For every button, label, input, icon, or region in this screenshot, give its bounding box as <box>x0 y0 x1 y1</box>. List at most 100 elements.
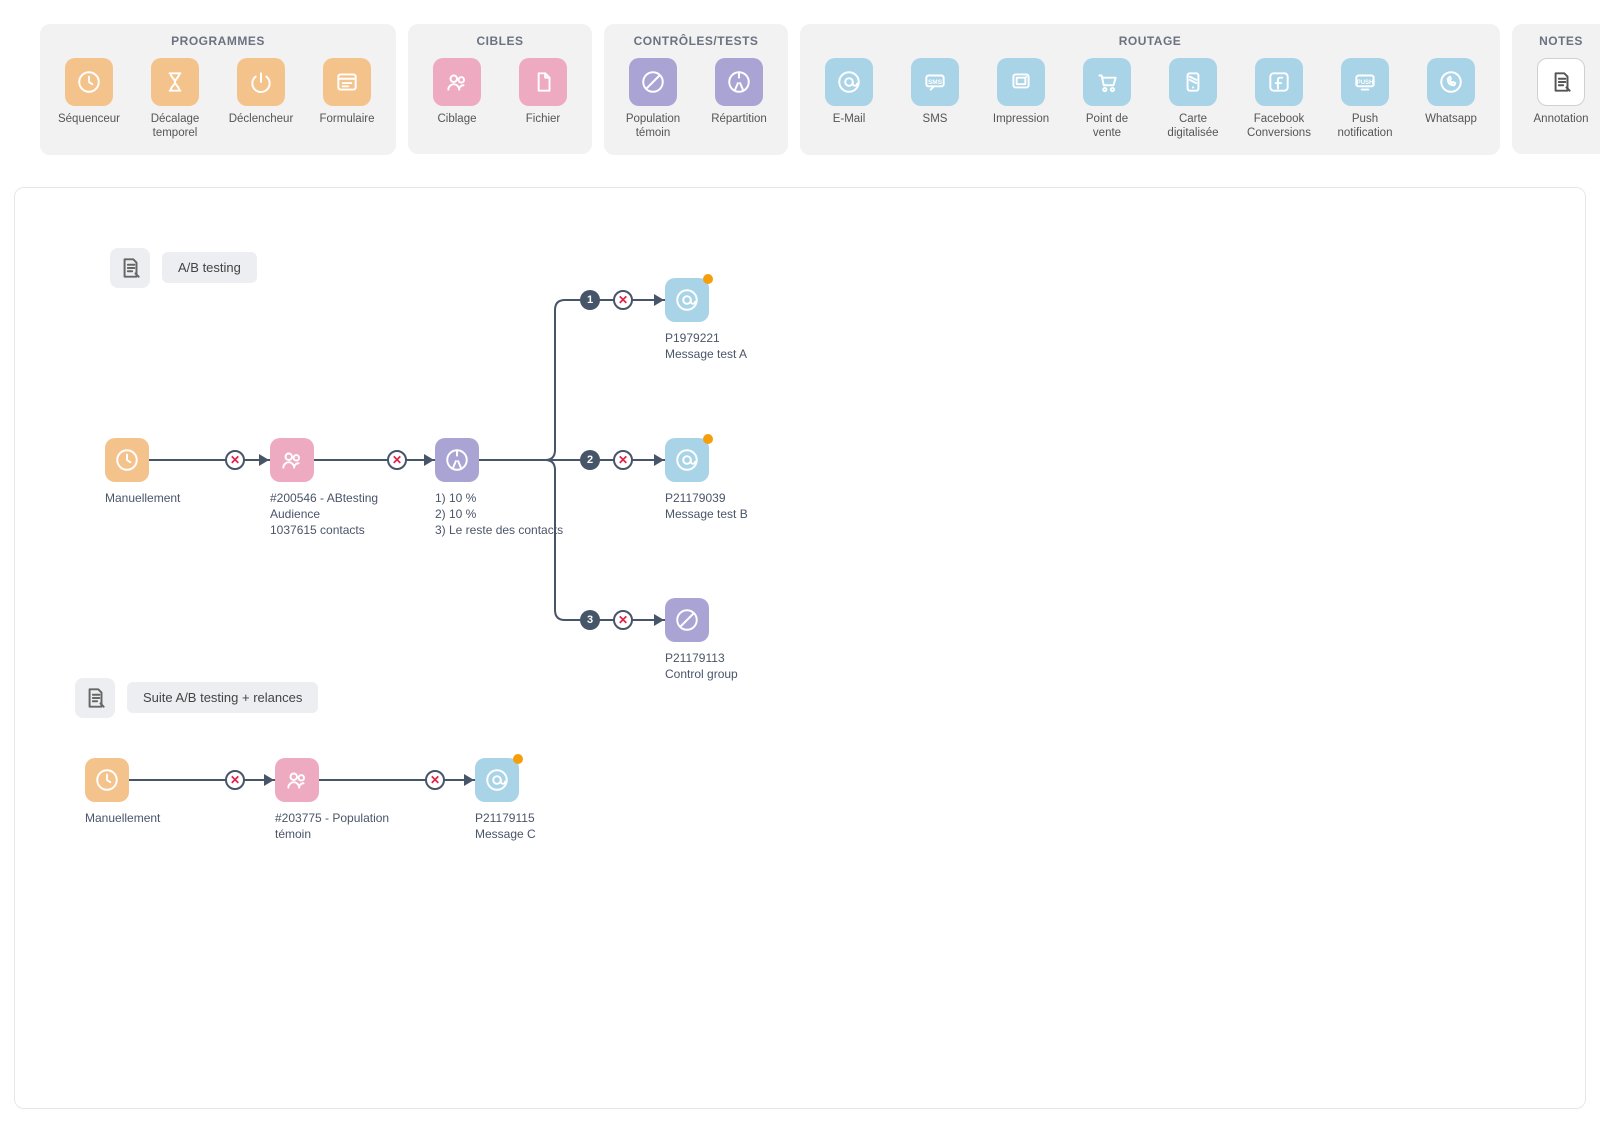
tool-label: Whatsapp <box>1425 112 1477 140</box>
tool-trigger[interactable]: Déclencheur <box>226 58 296 141</box>
note-icon <box>75 678 115 718</box>
noentry-icon <box>665 598 709 642</box>
tool-label: Carte digitalisée <box>1158 112 1228 141</box>
node-n_split[interactable]: 1) 10 %2) 10 %3) Le reste des contacts <box>435 438 563 539</box>
arrow-head-icon <box>264 774 274 786</box>
node-label: P21179115Message C <box>475 810 536 842</box>
note-icon <box>1537 58 1585 106</box>
tool-label: Séquenceur <box>58 112 120 140</box>
tool-email[interactable]: E-Mail <box>814 58 884 141</box>
tool-group-title: NOTES <box>1539 34 1583 48</box>
tool-annotation[interactable]: Annotation <box>1526 58 1596 140</box>
hourglass-icon <box>151 58 199 106</box>
tool-group: NOTES Annotation <box>1512 24 1600 154</box>
tool-label: Répartition <box>711 112 767 140</box>
tool-group: PROGRAMMESSéquenceurDécalage temporelDéc… <box>40 24 396 155</box>
tool-delay[interactable]: Décalage temporel <box>140 58 210 141</box>
arrow-head-icon <box>654 614 664 626</box>
clock-icon <box>65 58 113 106</box>
tool-group-title: ROUTAGE <box>1119 34 1182 48</box>
alert-dot-icon <box>513 754 523 764</box>
tool-group-title: CIBLES <box>476 34 523 48</box>
tool-label: Formulaire <box>320 112 375 140</box>
tool-print[interactable]: Impression <box>986 58 1056 141</box>
delete-edge-button[interactable]: ✕ <box>613 450 633 470</box>
tool-split[interactable]: Répartition <box>704 58 774 141</box>
wallet-icon <box>1169 58 1217 106</box>
node-n_msgB[interactable]: P21179039Message test B <box>665 438 748 522</box>
node-label: P21179113Control group <box>665 650 738 682</box>
audience-icon <box>270 438 314 482</box>
tool-label: Ciblage <box>438 112 477 140</box>
node-label: #203775 - Population témoin <box>275 810 425 842</box>
facebook-icon <box>1255 58 1303 106</box>
tool-whatsapp[interactable]: Whatsapp <box>1416 58 1486 141</box>
power-icon <box>237 58 285 106</box>
tool-push[interactable]: PUSHPush notification <box>1330 58 1400 141</box>
tool-control-group[interactable]: Population témoin <box>618 58 688 141</box>
node-n_ctrl[interactable]: P21179113Control group <box>665 598 738 682</box>
tool-sequencer[interactable]: Séquenceur <box>54 58 124 141</box>
node-n_msgA[interactable]: P1979221Message test A <box>665 278 747 362</box>
at-icon <box>665 438 709 482</box>
tool-group-title: CONTRÔLES/TESTS <box>634 34 759 48</box>
annotation-text: A/B testing <box>162 252 257 283</box>
alert-dot-icon <box>703 434 713 444</box>
tool-file[interactable]: Fichier <box>508 58 578 140</box>
print-icon <box>997 58 1045 106</box>
tool-label: E-Mail <box>833 112 866 140</box>
delete-edge-button[interactable]: ✕ <box>613 290 633 310</box>
svg-text:PUSH: PUSH <box>1357 80 1374 86</box>
branch-number: 2 <box>580 450 600 470</box>
node-label: P21179039Message test B <box>665 490 748 522</box>
audience-icon <box>433 58 481 106</box>
arrow-head-icon <box>259 454 269 466</box>
arrow-head-icon <box>654 454 664 466</box>
branch-number: 1 <box>580 290 600 310</box>
svg-text:SMS: SMS <box>928 79 943 86</box>
node-n_aud1[interactable]: #200546 - ABtesting Audience1037615 cont… <box>270 438 420 539</box>
delete-edge-button[interactable]: ✕ <box>425 770 445 790</box>
tool-group: ROUTAGE E-Mail SMS SMS ImpressionPoint de ve… <box>800 24 1500 155</box>
tool-group: CIBLES Ciblage Fichier <box>408 24 592 154</box>
node-n_seq1[interactable]: Manuellement <box>105 438 180 506</box>
delete-edge-button[interactable]: ✕ <box>225 450 245 470</box>
edge <box>479 300 665 460</box>
delete-edge-button[interactable]: ✕ <box>613 610 633 630</box>
file-icon <box>519 58 567 106</box>
tool-label: Annotation <box>1534 112 1589 140</box>
tool-targeting[interactable]: Ciblage <box>422 58 492 140</box>
tool-facebook[interactable]: Facebook Conversions <box>1244 58 1314 141</box>
tool-sms[interactable]: SMS SMS <box>900 58 970 141</box>
node-label: 1) 10 %2) 10 %3) Le reste des contacts <box>435 490 563 539</box>
toolbar: PROGRAMMESSéquenceurDécalage temporelDéc… <box>0 0 1600 167</box>
node-n_aud2[interactable]: #203775 - Population témoin <box>275 758 425 842</box>
clock-icon <box>85 758 129 802</box>
annotation-node[interactable]: A/B testing <box>110 248 257 288</box>
workflow-canvas[interactable]: ✕✕1✕2✕3✕✕✕ A/B testing Suite A/B testing… <box>14 187 1586 1109</box>
clock-icon <box>105 438 149 482</box>
form-icon <box>323 58 371 106</box>
sms-icon: SMS <box>911 58 959 106</box>
tool-wallet[interactable]: Carte digitalisée <box>1158 58 1228 141</box>
node-label: P1979221Message test A <box>665 330 747 362</box>
noentry-icon <box>629 58 677 106</box>
node-n_msgC[interactable]: P21179115Message C <box>475 758 536 842</box>
node-label: Manuellement <box>85 810 160 826</box>
at-icon <box>825 58 873 106</box>
at-icon <box>475 758 519 802</box>
annotation-text: Suite A/B testing + relances <box>127 682 318 713</box>
node-n_seq2[interactable]: Manuellement <box>85 758 160 826</box>
tool-label: Population témoin <box>618 112 688 141</box>
tool-label: SMS <box>923 112 948 140</box>
tool-pos[interactable]: Point de vente <box>1072 58 1142 141</box>
split-icon <box>435 438 479 482</box>
alert-dot-icon <box>703 274 713 284</box>
tool-form[interactable]: Formulaire <box>312 58 382 141</box>
branch-number: 3 <box>580 610 600 630</box>
tool-label: Facebook Conversions <box>1244 112 1314 141</box>
tool-label: Déclencheur <box>229 112 294 140</box>
delete-edge-button[interactable]: ✕ <box>225 770 245 790</box>
arrow-head-icon <box>464 774 474 786</box>
annotation-node[interactable]: Suite A/B testing + relances <box>75 678 318 718</box>
